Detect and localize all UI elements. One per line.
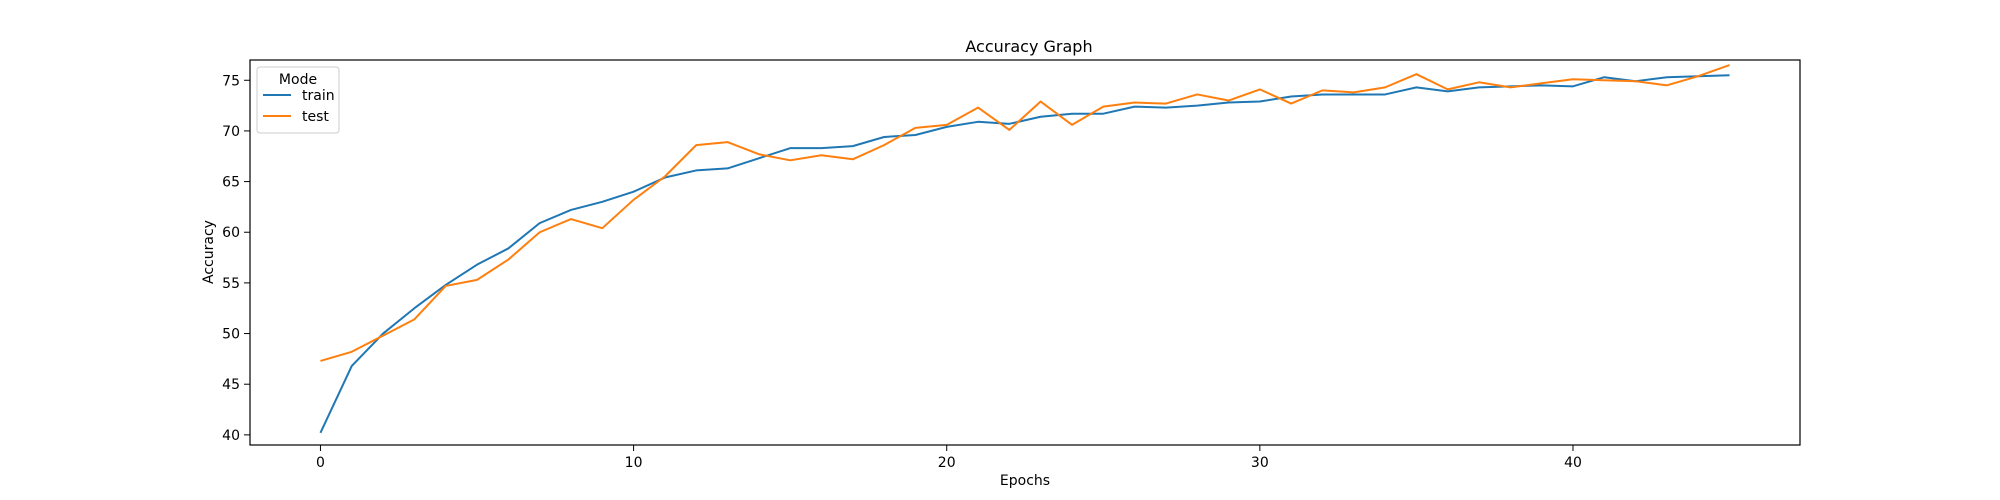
y-tick-label: 50: [222, 327, 240, 343]
x-tick-label: 40: [1564, 455, 1582, 471]
series-line-test: [320, 64, 1730, 362]
legend-label-train: train: [302, 88, 335, 104]
plot-frame: [249, 59, 1801, 446]
legend-title: Mode: [279, 72, 317, 88]
y-tick-label: 70: [222, 124, 240, 140]
legend-label-test: test: [302, 109, 329, 125]
y-tick-label: 55: [222, 276, 240, 292]
y-tick-label: 45: [222, 377, 240, 393]
legend: Mode train test: [256, 66, 340, 134]
x-tick-label: 30: [1251, 455, 1269, 471]
y-tick-label: 65: [222, 175, 240, 191]
x-tick-label: 20: [938, 455, 956, 471]
y-tick-label: 60: [222, 225, 240, 241]
series-group: [319, 64, 1730, 434]
chart-title: Accuracy Graph: [965, 37, 1092, 56]
y-tick-label: 75: [222, 73, 240, 89]
series-line-train: [319, 74, 1730, 434]
y-tick-label: 40: [222, 428, 240, 444]
x-axis-label: Epochs: [1000, 473, 1050, 489]
y-axis-label: Accuracy: [201, 220, 217, 284]
x-axis: 0 10 20 30 40: [316, 445, 1582, 471]
x-tick-label: 0: [316, 455, 325, 471]
y-axis: 40 45 50 55 60 65 70 75: [222, 73, 250, 444]
x-tick-label: 10: [625, 455, 643, 471]
